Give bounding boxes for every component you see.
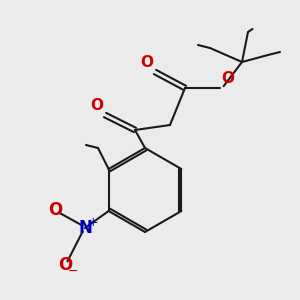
Text: −: − <box>67 265 78 278</box>
Text: O: O <box>221 70 235 86</box>
Text: O: O <box>140 55 154 70</box>
Text: O: O <box>91 98 103 112</box>
Text: +: + <box>87 215 98 229</box>
Text: N: N <box>78 219 92 237</box>
Text: O: O <box>48 201 62 219</box>
Text: O: O <box>58 256 72 274</box>
